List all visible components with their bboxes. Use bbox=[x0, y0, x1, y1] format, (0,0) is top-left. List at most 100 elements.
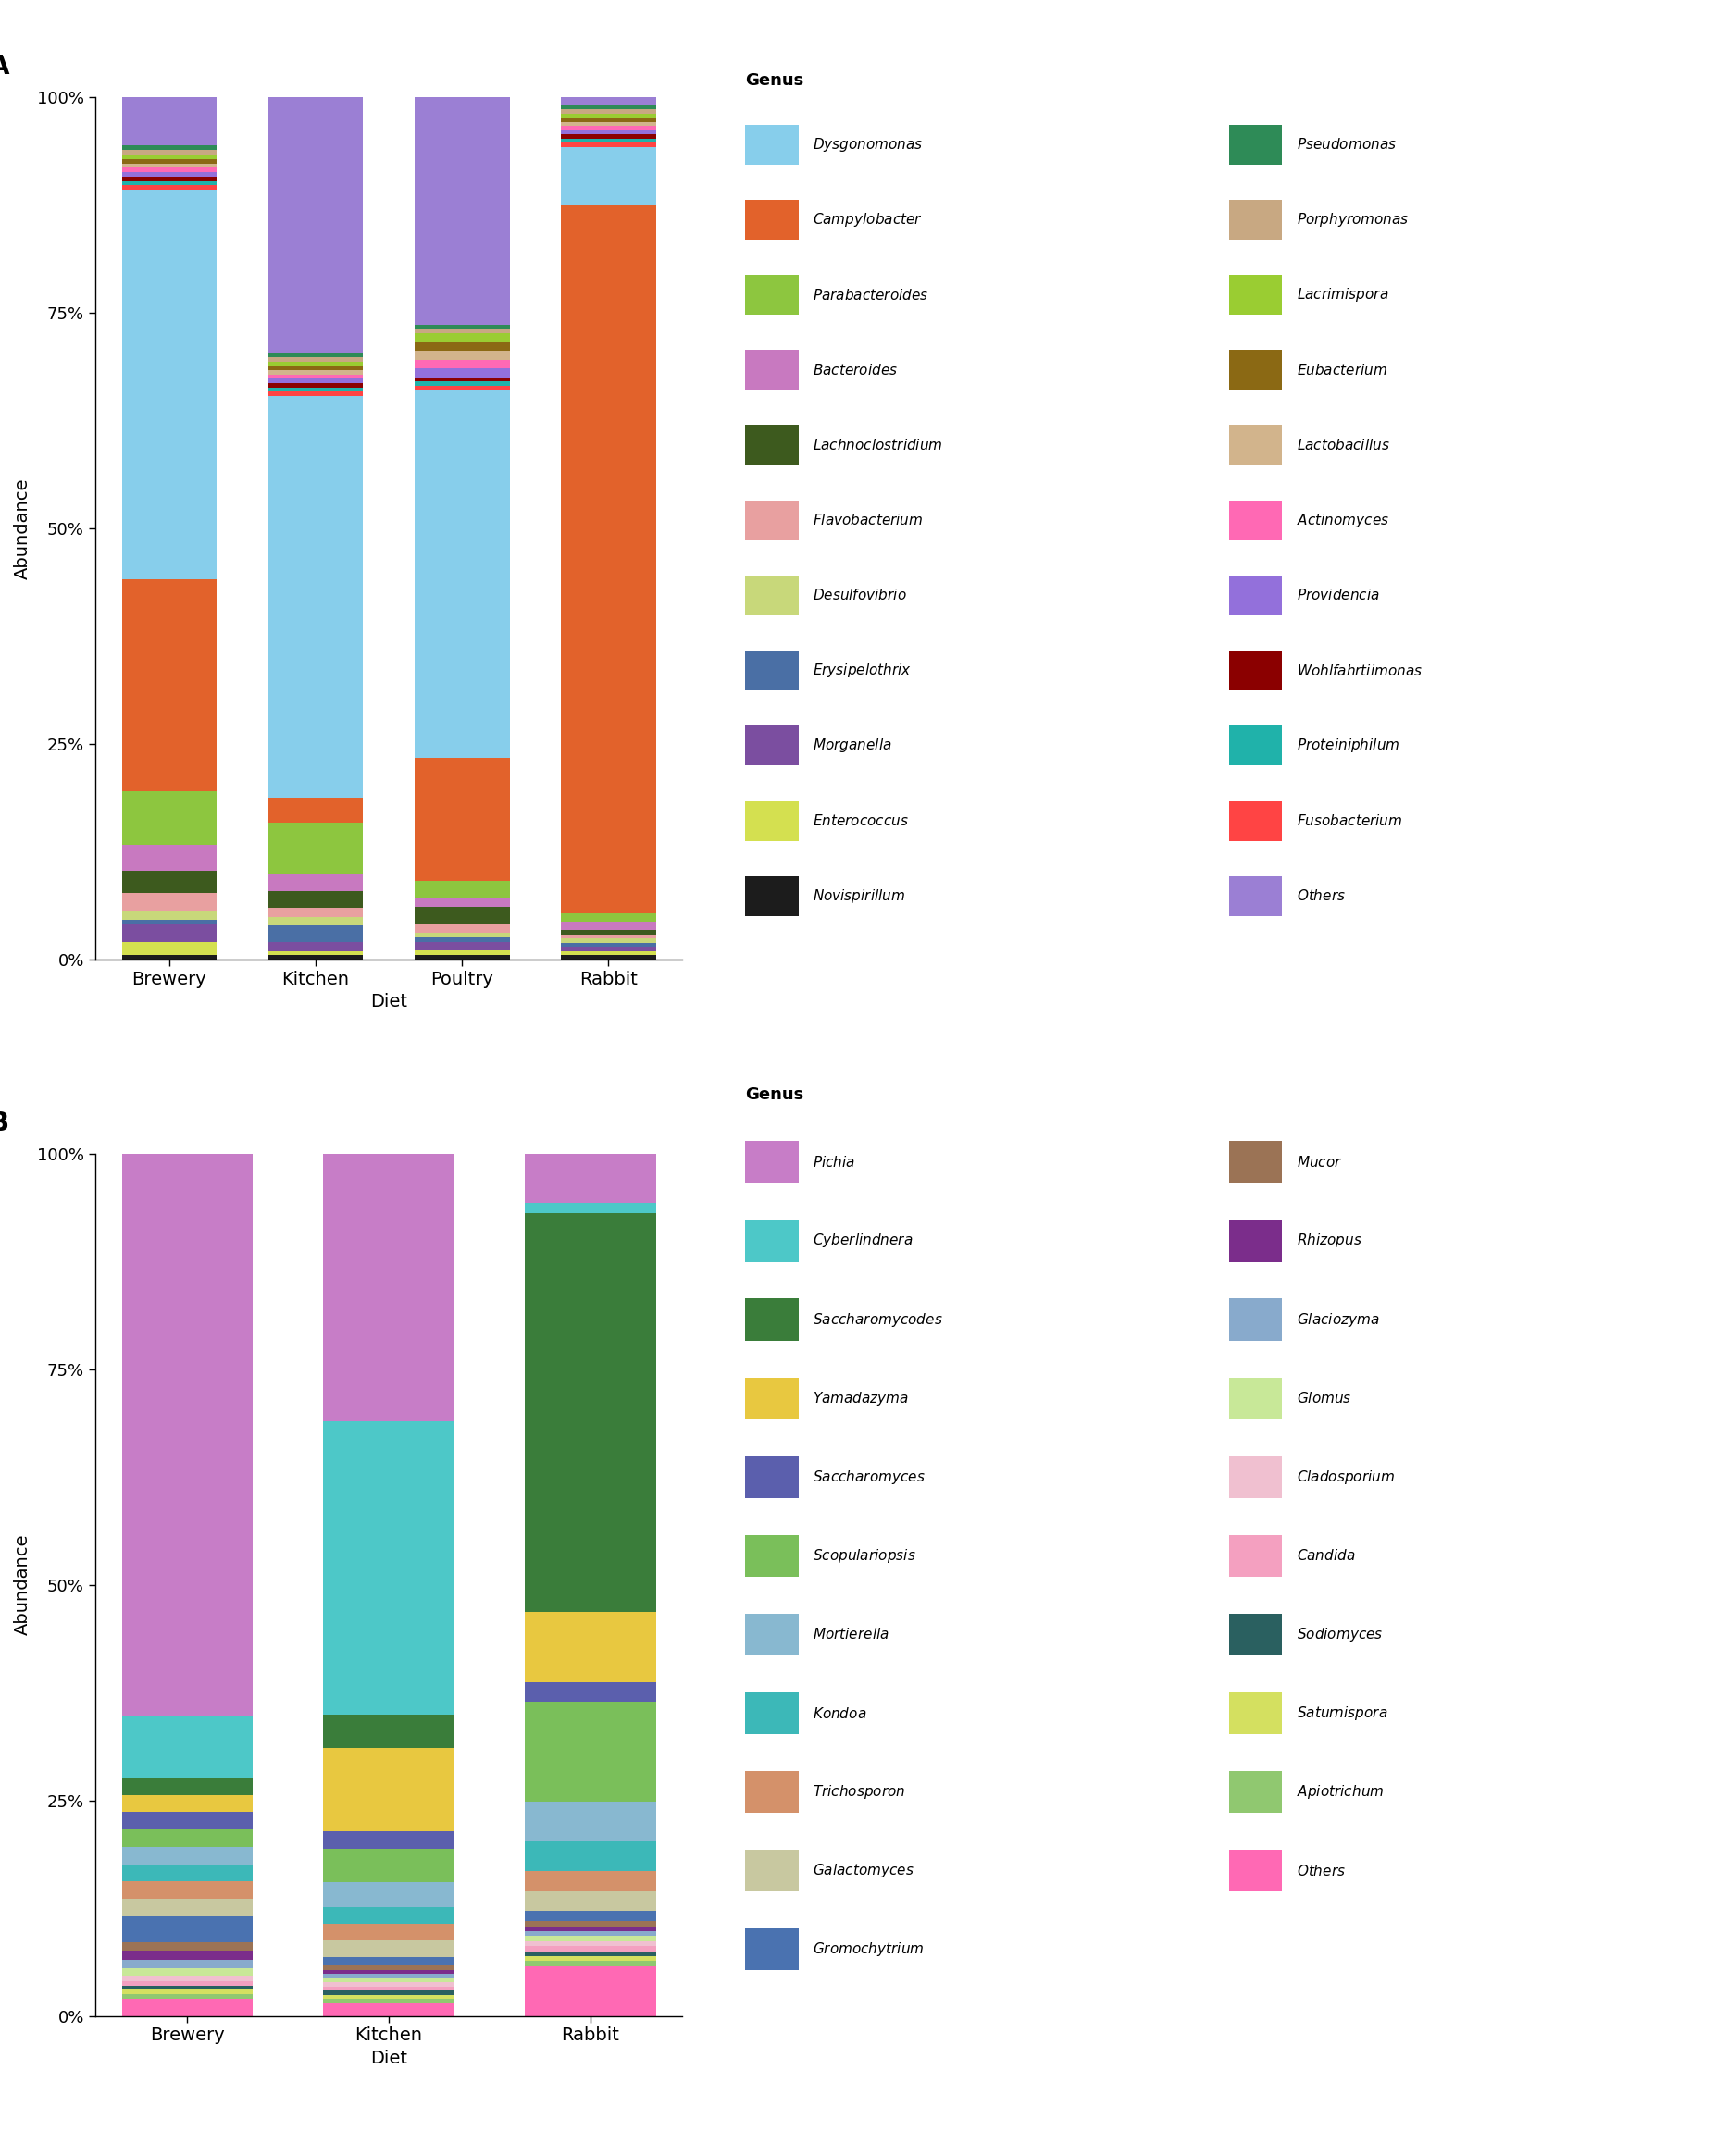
Bar bbox=[562, 951, 657, 955]
Bar bbox=[415, 899, 510, 908]
Bar bbox=[121, 151, 216, 155]
FancyBboxPatch shape bbox=[1229, 1535, 1282, 1576]
Bar bbox=[121, 155, 216, 160]
Bar bbox=[415, 382, 510, 386]
Bar bbox=[415, 369, 510, 377]
Text: $\it{Dysgonomonas}$: $\it{Dysgonomonas}$ bbox=[812, 136, 923, 153]
Bar bbox=[525, 1966, 657, 2016]
Text: $\it{Actinomyces}$: $\it{Actinomyces}$ bbox=[1296, 511, 1389, 528]
FancyBboxPatch shape bbox=[745, 425, 798, 466]
X-axis label: Diet: Diet bbox=[370, 994, 408, 1011]
Bar bbox=[562, 914, 657, 923]
Y-axis label: Abundance: Abundance bbox=[14, 1535, 31, 1634]
Bar bbox=[525, 1891, 657, 1910]
Bar bbox=[121, 955, 216, 959]
Bar bbox=[323, 1979, 454, 1981]
Bar bbox=[121, 1716, 252, 1777]
Bar bbox=[268, 388, 363, 392]
Bar bbox=[268, 951, 363, 955]
Text: $\it{Saccharomyces}$: $\it{Saccharomyces}$ bbox=[812, 1468, 926, 1485]
FancyBboxPatch shape bbox=[1229, 1692, 1282, 1733]
Text: $\it{Providencia}$: $\it{Providencia}$ bbox=[1296, 589, 1379, 604]
FancyBboxPatch shape bbox=[745, 1298, 798, 1341]
FancyBboxPatch shape bbox=[1229, 425, 1282, 466]
FancyBboxPatch shape bbox=[1229, 727, 1282, 765]
Bar bbox=[268, 384, 363, 388]
Text: Genus: Genus bbox=[745, 1087, 804, 1104]
Bar bbox=[323, 1958, 454, 1966]
Bar bbox=[121, 1968, 252, 1977]
Bar bbox=[268, 367, 363, 371]
Text: $\it{Eubacterium}$: $\it{Eubacterium}$ bbox=[1296, 362, 1388, 377]
Bar bbox=[121, 177, 216, 181]
Bar bbox=[562, 110, 657, 114]
Text: $\it{Erysipelothrix}$: $\it{Erysipelothrix}$ bbox=[812, 662, 912, 679]
Bar bbox=[525, 1214, 657, 1613]
FancyBboxPatch shape bbox=[745, 1378, 798, 1419]
FancyBboxPatch shape bbox=[1229, 576, 1282, 614]
Bar bbox=[268, 798, 363, 824]
Bar bbox=[323, 1986, 454, 1990]
Bar bbox=[121, 1813, 252, 1830]
FancyBboxPatch shape bbox=[745, 125, 798, 164]
Bar bbox=[323, 1966, 454, 1971]
Bar bbox=[415, 938, 510, 942]
Text: $\it{Novispirillum}$: $\it{Novispirillum}$ bbox=[812, 888, 905, 906]
Bar bbox=[121, 172, 216, 177]
Bar bbox=[121, 1882, 252, 1899]
Bar bbox=[323, 1990, 454, 1994]
Text: $\it{Flavobacterium}$: $\it{Flavobacterium}$ bbox=[812, 513, 923, 528]
Bar bbox=[121, 185, 216, 190]
Bar bbox=[415, 97, 510, 326]
Text: $\it{Porphyromonas}$: $\it{Porphyromonas}$ bbox=[1296, 211, 1410, 229]
Bar bbox=[323, 1749, 454, 1833]
Bar bbox=[415, 880, 510, 899]
Text: $\it{Galactomyces}$: $\it{Galactomyces}$ bbox=[812, 1863, 914, 1880]
FancyBboxPatch shape bbox=[745, 1220, 798, 1261]
Bar bbox=[268, 873, 363, 890]
FancyBboxPatch shape bbox=[1229, 1141, 1282, 1184]
Bar bbox=[415, 351, 510, 360]
Bar bbox=[121, 1986, 252, 1990]
Bar bbox=[415, 908, 510, 925]
Bar bbox=[525, 1871, 657, 1891]
Bar bbox=[562, 123, 657, 127]
FancyBboxPatch shape bbox=[1229, 651, 1282, 690]
Bar bbox=[121, 160, 216, 164]
Text: $\it{Lachnoclostridium}$: $\it{Lachnoclostridium}$ bbox=[812, 438, 943, 453]
Bar bbox=[268, 362, 363, 367]
FancyBboxPatch shape bbox=[745, 1770, 798, 1813]
Bar bbox=[268, 916, 363, 925]
Text: Genus: Genus bbox=[745, 71, 804, 88]
FancyBboxPatch shape bbox=[1229, 1613, 1282, 1656]
FancyBboxPatch shape bbox=[1229, 201, 1282, 239]
Bar bbox=[268, 925, 363, 942]
Bar bbox=[323, 1975, 454, 1979]
Text: $\it{Gromochytrium}$: $\it{Gromochytrium}$ bbox=[812, 1940, 924, 1958]
Bar bbox=[121, 1990, 252, 1994]
Bar bbox=[323, 1999, 454, 2003]
Text: $\it{Candida}$: $\it{Candida}$ bbox=[1296, 1548, 1355, 1563]
Bar bbox=[323, 1923, 454, 1940]
Bar bbox=[415, 942, 510, 951]
Bar bbox=[415, 377, 510, 382]
Text: $\it{Sodiomyces}$: $\it{Sodiomyces}$ bbox=[1296, 1626, 1382, 1643]
FancyBboxPatch shape bbox=[1229, 1378, 1282, 1419]
Bar bbox=[415, 386, 510, 390]
Bar bbox=[525, 1203, 657, 1214]
Bar bbox=[121, 147, 216, 151]
Text: $\it{Pichia}$: $\it{Pichia}$ bbox=[812, 1156, 855, 1169]
Bar bbox=[562, 134, 657, 138]
Bar bbox=[121, 845, 216, 871]
Bar bbox=[562, 934, 657, 938]
Text: $\it{Cyberlindnera}$: $\it{Cyberlindnera}$ bbox=[812, 1231, 914, 1250]
Bar bbox=[268, 824, 363, 873]
Bar bbox=[121, 1960, 252, 1968]
FancyBboxPatch shape bbox=[745, 201, 798, 239]
Text: $\it{Rhizopus}$: $\it{Rhizopus}$ bbox=[1296, 1231, 1362, 1250]
Bar bbox=[121, 181, 216, 185]
Bar bbox=[562, 129, 657, 134]
Text: $\it{Morganella}$: $\it{Morganella}$ bbox=[812, 737, 892, 755]
Text: $\it{Pseudomonas}$: $\it{Pseudomonas}$ bbox=[1296, 138, 1396, 151]
Text: $\it{Fusobacterium}$: $\it{Fusobacterium}$ bbox=[1296, 813, 1403, 828]
